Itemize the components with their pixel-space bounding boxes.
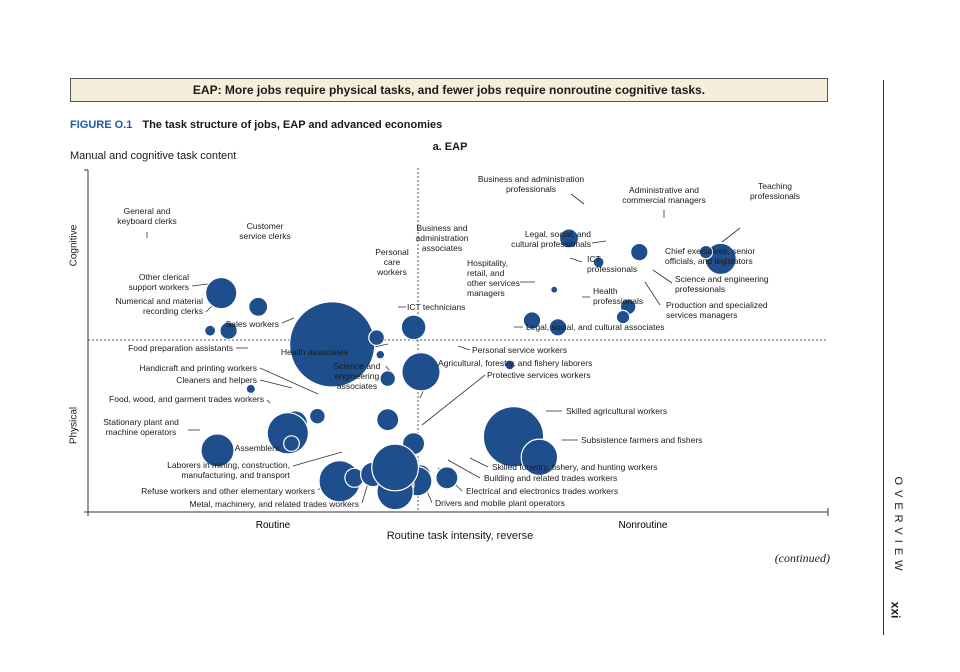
bubble-point bbox=[629, 242, 649, 262]
leader-line bbox=[469, 457, 489, 468]
y-axis-title: Manual and cognitive task content bbox=[70, 150, 237, 162]
bubble-label: Health associates bbox=[281, 347, 348, 357]
leader-line bbox=[191, 283, 209, 287]
bubble-label: Metal, machinery, and related trades wor… bbox=[190, 499, 359, 509]
bubble-label: Science and engineering associates bbox=[334, 361, 381, 391]
page-number: xxi bbox=[888, 601, 903, 619]
bubble-label: Cleaners and helpers bbox=[176, 375, 257, 385]
bubble-point bbox=[375, 349, 386, 360]
bubble-label: Teaching professionals bbox=[750, 181, 800, 201]
figure-label: FIGURE O.1 The task structure of jobs, EA… bbox=[70, 119, 442, 131]
bubble-label: Numerical and material recording clerks bbox=[116, 296, 204, 316]
bubble-point bbox=[548, 317, 568, 337]
bubble-label: Stationary plant and machine operators bbox=[103, 417, 179, 437]
bubble-label: Business and administration associates bbox=[416, 223, 469, 253]
bubble-label: Customer service clerks bbox=[239, 221, 290, 241]
bubble-point bbox=[615, 309, 631, 325]
bubble-point bbox=[200, 433, 235, 468]
margin-rule bbox=[883, 80, 884, 635]
bubble-label: ICT professionals bbox=[587, 254, 637, 274]
leader-line bbox=[421, 374, 486, 426]
section-label: OVERVIEW bbox=[892, 476, 904, 576]
bubble-point bbox=[248, 296, 269, 317]
bubble-label: Health professionals bbox=[593, 286, 643, 306]
bubble-label: Skilled forestry, fishery, and hunting w… bbox=[492, 462, 658, 472]
bubble-label: Building and related trades workers bbox=[484, 473, 617, 483]
leader-line bbox=[292, 451, 343, 467]
leader-line bbox=[281, 317, 295, 324]
bubble-point bbox=[592, 256, 605, 269]
bubble-label: ICT technicians bbox=[407, 302, 465, 312]
bubble-point bbox=[698, 244, 714, 260]
bubble-label: Skilled agricultural workers bbox=[566, 406, 667, 416]
bubble-label: General and keyboard clerks bbox=[117, 206, 177, 226]
bubble-label: Agricultural, forestry, and fishery labo… bbox=[438, 358, 592, 368]
bubble-point bbox=[204, 324, 217, 337]
x-category-nonroutine: Nonroutine bbox=[619, 520, 668, 531]
leader-line bbox=[259, 379, 293, 389]
bubble-point bbox=[558, 228, 580, 249]
bubble-point bbox=[368, 329, 386, 347]
continued-note: (continued) bbox=[774, 551, 830, 565]
chart-axes: Routine Nonroutine bbox=[84, 168, 829, 531]
bubble-label: Laborers in mining, construction, manufac… bbox=[167, 460, 290, 480]
bubble-label: Science and engineering professionals bbox=[675, 274, 769, 294]
bubble-label: Other clerical support workers bbox=[129, 272, 190, 292]
bubble-label: Production and specialized services manag… bbox=[666, 300, 768, 320]
bubble-point bbox=[401, 352, 441, 392]
bubble-point bbox=[520, 438, 559, 477]
bubble-point bbox=[522, 311, 542, 330]
leader-line bbox=[644, 281, 661, 306]
bubble-point bbox=[219, 321, 238, 340]
bubble-point bbox=[245, 383, 256, 395]
bubble-label: Hospitality, retail, and other services man… bbox=[467, 258, 520, 298]
bubble-label: Electrical and electronics trades worker… bbox=[466, 486, 618, 496]
leader-line bbox=[591, 240, 607, 244]
bubble-label: Legal, social, and cultural associates bbox=[526, 322, 664, 332]
leader-line bbox=[457, 345, 471, 351]
bubble-label: Handicraft and printing workers bbox=[139, 363, 257, 373]
leader-line bbox=[652, 269, 673, 284]
bubble-point bbox=[371, 443, 420, 492]
bubble-label: Personal care workers bbox=[375, 247, 409, 277]
figure-number: FIGURE O.1 bbox=[70, 119, 133, 131]
leader-line bbox=[569, 257, 583, 263]
bubble-label: Refuse workers and other elementary work… bbox=[141, 486, 315, 496]
bubble-label: Business and administration professionals bbox=[478, 174, 585, 194]
bubble-point bbox=[309, 407, 326, 425]
bubble-label: Legal, social, and cultural professionals bbox=[511, 229, 591, 249]
bubble-label: Food, wood, and garment trades workers bbox=[109, 394, 264, 404]
headline-banner: EAP: More jobs require physical tasks, a… bbox=[70, 78, 828, 102]
x-category-routine: Routine bbox=[256, 520, 291, 531]
x-axis-title: Routine task intensity, reverse bbox=[386, 530, 534, 542]
bubble-point bbox=[435, 466, 459, 490]
bubble-point bbox=[283, 435, 300, 453]
bubble-label: Protective services workers bbox=[487, 370, 590, 380]
leader-line bbox=[721, 227, 741, 243]
bubble-label: Food preparation assistants bbox=[128, 343, 233, 353]
panel-title: a. EAP bbox=[432, 141, 468, 153]
bubble-label: Drivers and mobile plant operators bbox=[435, 498, 565, 508]
bubble-point bbox=[504, 359, 516, 371]
bubble-point bbox=[550, 285, 559, 294]
bubble-point bbox=[376, 408, 400, 432]
bubble-labels: General and keyboard clerks Other clerical… bbox=[103, 174, 800, 509]
bubble-label: Sales workers bbox=[226, 319, 279, 329]
bubble-point bbox=[400, 314, 427, 341]
leader-line bbox=[266, 399, 271, 404]
leader-line bbox=[447, 459, 481, 479]
bubble-label: Subsistence farmers and fishers bbox=[581, 435, 702, 445]
bubble-label: Personal service workers bbox=[472, 345, 567, 355]
bubble-label: Chief executives, senior officials, and l… bbox=[665, 246, 755, 266]
figure-title: The task structure of jobs, EAP and adva… bbox=[142, 119, 443, 131]
bubble-label: Assemblers bbox=[235, 443, 279, 453]
bubbles bbox=[200, 228, 737, 511]
leader-line bbox=[570, 193, 585, 205]
leader-line bbox=[259, 367, 319, 395]
bubble-label: Administrative and commercial managers bbox=[622, 185, 706, 205]
bubble-point bbox=[379, 370, 397, 388]
bubble-point bbox=[204, 276, 238, 310]
